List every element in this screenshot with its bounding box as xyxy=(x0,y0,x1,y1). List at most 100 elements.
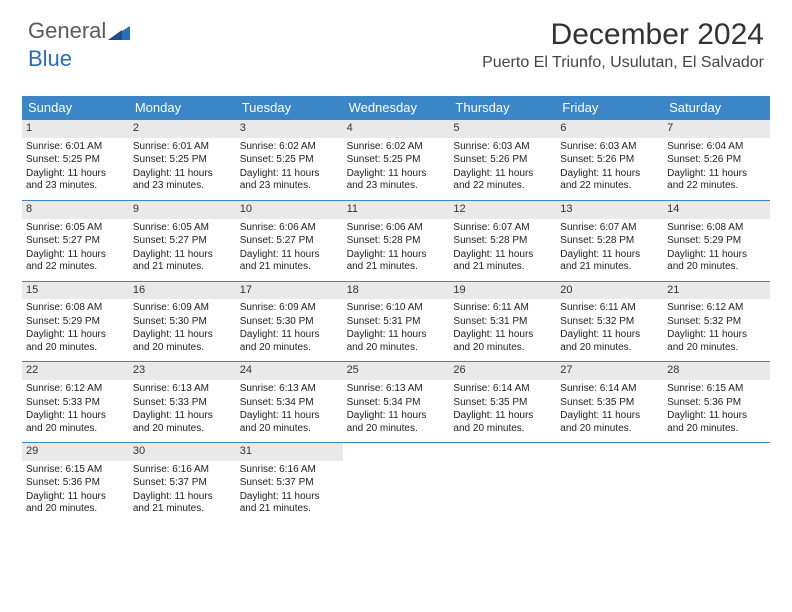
sunset-line: Sunset: 5:29 PM xyxy=(667,235,766,248)
day-number: 4 xyxy=(343,120,450,138)
daylight-line: Daylight: 11 hours and 20 minutes. xyxy=(240,410,339,435)
daylight-line: Daylight: 11 hours and 23 minutes. xyxy=(26,168,125,193)
sunset-line: Sunset: 5:31 PM xyxy=(347,316,446,329)
daylight-line: Daylight: 11 hours and 22 minutes. xyxy=(560,168,659,193)
sunrise-line: Sunrise: 6:01 AM xyxy=(26,141,125,154)
sunrise-line: Sunrise: 6:07 AM xyxy=(560,222,659,235)
day-cell: 31Sunrise: 6:16 AMSunset: 5:37 PMDayligh… xyxy=(236,442,343,523)
day-number: 19 xyxy=(449,282,556,300)
day-cell: 15Sunrise: 6:08 AMSunset: 5:29 PMDayligh… xyxy=(22,281,129,362)
sunrise-line: Sunrise: 6:15 AM xyxy=(26,464,125,477)
day-cell: 9Sunrise: 6:05 AMSunset: 5:27 PMDaylight… xyxy=(129,200,236,281)
empty-cell xyxy=(663,442,770,523)
sunset-line: Sunset: 5:36 PM xyxy=(667,397,766,410)
day-cell: 25Sunrise: 6:13 AMSunset: 5:34 PMDayligh… xyxy=(343,361,450,442)
sunset-line: Sunset: 5:28 PM xyxy=(453,235,552,248)
day-number: 14 xyxy=(663,201,770,219)
weekday-header: Wednesday xyxy=(343,96,450,119)
daylight-line: Daylight: 11 hours and 23 minutes. xyxy=(133,168,232,193)
daylight-line: Daylight: 11 hours and 20 minutes. xyxy=(26,410,125,435)
daylight-line: Daylight: 11 hours and 21 minutes. xyxy=(240,249,339,274)
day-cell: 1Sunrise: 6:01 AMSunset: 5:25 PMDaylight… xyxy=(22,119,129,200)
sunset-line: Sunset: 5:28 PM xyxy=(347,235,446,248)
sunset-line: Sunset: 5:31 PM xyxy=(453,316,552,329)
sunset-line: Sunset: 5:25 PM xyxy=(133,154,232,167)
day-cell: 16Sunrise: 6:09 AMSunset: 5:30 PMDayligh… xyxy=(129,281,236,362)
day-cell: 18 Sunrise: 6:10 AMSunset: 5:31 PMDayligh… xyxy=(343,281,450,362)
day-cell: 28Sunrise: 6:15 AMSunset: 5:36 PMDayligh… xyxy=(663,361,770,442)
daylight-line: Daylight: 11 hours and 20 minutes. xyxy=(347,329,446,354)
sunrise-line: Sunrise: 6:08 AM xyxy=(667,222,766,235)
day-number: 29 xyxy=(22,443,129,461)
sunrise-line: Sunrise: 6:09 AM xyxy=(240,302,339,315)
day-cell: 12 Sunrise: 6:07 AMSunset: 5:28 PMDayligh… xyxy=(449,200,556,281)
daylight-line: Daylight: 11 hours and 21 minutes. xyxy=(240,491,339,516)
day-number: 25 xyxy=(343,362,450,380)
sunset-line: Sunset: 5:37 PM xyxy=(240,477,339,490)
sunset-line: Sunset: 5:25 PM xyxy=(347,154,446,167)
sunrise-line: Sunrise: 6:05 AM xyxy=(133,222,232,235)
sunset-line: Sunset: 5:32 PM xyxy=(667,316,766,329)
daylight-line: Daylight: 11 hours and 20 minutes. xyxy=(133,329,232,354)
sunrise-line: Sunrise: 6:12 AM xyxy=(667,302,766,315)
day-cell: 10Sunrise: 6:06 AMSunset: 5:27 PMDayligh… xyxy=(236,200,343,281)
day-cell: 13Sunrise: 6:07 AMSunset: 5:28 PMDayligh… xyxy=(556,200,663,281)
day-cell: 26Sunrise: 6:14 AMSunset: 5:35 PMDayligh… xyxy=(449,361,556,442)
sunset-line: Sunset: 5:34 PM xyxy=(347,397,446,410)
sunrise-line: Sunrise: 6:11 AM xyxy=(560,302,659,315)
day-cell: 27Sunrise: 6:14 AMSunset: 5:35 PMDayligh… xyxy=(556,361,663,442)
sunrise-line: Sunrise: 6:16 AM xyxy=(240,464,339,477)
day-cell: 17Sunrise: 6:09 AMSunset: 5:30 PMDayligh… xyxy=(236,281,343,362)
day-number: 15 xyxy=(22,282,129,300)
day-number: 12 xyxy=(449,201,556,219)
sunset-line: Sunset: 5:26 PM xyxy=(667,154,766,167)
sunrise-line: Sunrise: 6:09 AM xyxy=(133,302,232,315)
daylight-line: Daylight: 11 hours and 20 minutes. xyxy=(667,410,766,435)
sunset-line: Sunset: 5:27 PM xyxy=(240,235,339,248)
sunset-line: Sunset: 5:35 PM xyxy=(560,397,659,410)
sunset-line: Sunset: 5:26 PM xyxy=(560,154,659,167)
sunrise-line: Sunrise: 6:13 AM xyxy=(347,383,446,396)
sunset-line: Sunset: 5:27 PM xyxy=(133,235,232,248)
day-cell: 11Sunrise: 6:06 AMSunset: 5:28 PMDayligh… xyxy=(343,200,450,281)
day-cell: 30Sunrise: 6:16 AMSunset: 5:37 PMDayligh… xyxy=(129,442,236,523)
sunrise-line: Sunrise: 6:08 AM xyxy=(26,302,125,315)
sunset-line: Sunset: 5:30 PM xyxy=(133,316,232,329)
day-number: 9 xyxy=(129,201,236,219)
daylight-line: Daylight: 11 hours and 20 minutes. xyxy=(667,249,766,274)
day-cell: 6Sunrise: 6:03 AMSunset: 5:26 PMDaylight… xyxy=(556,119,663,200)
calendar-grid: SundayMondayTuesdayWednesdayThursdayFrid… xyxy=(22,96,770,523)
daylight-line: Daylight: 11 hours and 21 minutes. xyxy=(453,249,552,274)
day-cell: 5Sunrise: 6:03 AMSunset: 5:26 PMDaylight… xyxy=(449,119,556,200)
day-cell: 21Sunrise: 6:12 AMSunset: 5:32 PMDayligh… xyxy=(663,281,770,362)
brand-logo: General Blue xyxy=(28,18,130,72)
daylight-line: Daylight: 11 hours and 21 minutes. xyxy=(347,249,446,274)
sunset-line: Sunset: 5:33 PM xyxy=(26,397,125,410)
sunset-line: Sunset: 5:25 PM xyxy=(26,154,125,167)
sunset-line: Sunset: 5:35 PM xyxy=(453,397,552,410)
daylight-line: Daylight: 11 hours and 20 minutes. xyxy=(453,410,552,435)
sunrise-line: Sunrise: 6:01 AM xyxy=(133,141,232,154)
daylight-line: Daylight: 11 hours and 20 minutes. xyxy=(560,329,659,354)
day-cell: 29Sunrise: 6:15 AMSunset: 5:36 PMDayligh… xyxy=(22,442,129,523)
weekday-header: Tuesday xyxy=(236,96,343,119)
daylight-line: Daylight: 11 hours and 20 minutes. xyxy=(26,491,125,516)
day-number: 8 xyxy=(22,201,129,219)
day-number: 24 xyxy=(236,362,343,380)
day-cell: 19Sunrise: 6:11 AMSunset: 5:31 PMDayligh… xyxy=(449,281,556,362)
sunrise-line: Sunrise: 6:07 AM xyxy=(453,222,552,235)
daylight-line: Daylight: 11 hours and 20 minutes. xyxy=(240,329,339,354)
sunrise-line: Sunrise: 6:10 AM xyxy=(347,302,446,315)
daylight-line: Daylight: 11 hours and 20 minutes. xyxy=(667,329,766,354)
day-cell: 2Sunrise: 6:01 AMSunset: 5:25 PMDaylight… xyxy=(129,119,236,200)
day-number: 11 xyxy=(343,201,450,219)
day-number: 18 xyxy=(343,282,450,300)
day-cell: 8Sunrise: 6:05 AMSunset: 5:27 PMDaylight… xyxy=(22,200,129,281)
day-cell: 20Sunrise: 6:11 AMSunset: 5:32 PMDayligh… xyxy=(556,281,663,362)
sunset-line: Sunset: 5:30 PM xyxy=(240,316,339,329)
sunset-line: Sunset: 5:29 PM xyxy=(26,316,125,329)
sunset-line: Sunset: 5:34 PM xyxy=(240,397,339,410)
day-number: 28 xyxy=(663,362,770,380)
sunrise-line: Sunrise: 6:06 AM xyxy=(240,222,339,235)
day-number: 23 xyxy=(129,362,236,380)
